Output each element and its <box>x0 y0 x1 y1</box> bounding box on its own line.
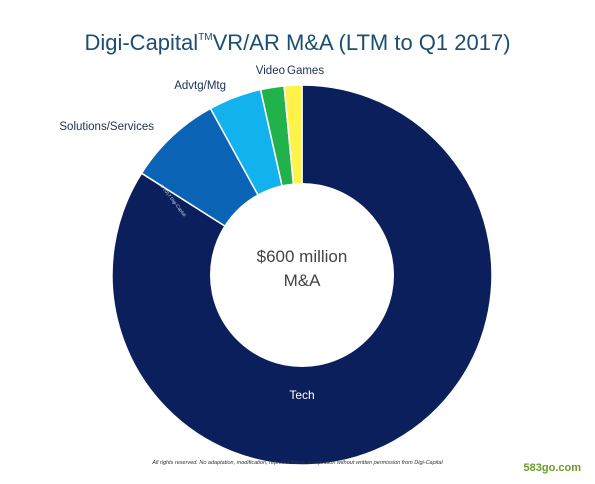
center-text-type: M&A <box>284 271 322 290</box>
footer-disclaimer: All rights reserved. No adaptation, modi… <box>152 460 443 466</box>
slice-label-tech: Tech <box>289 388 314 402</box>
donut-hole <box>210 183 394 367</box>
watermark: 583go.com <box>523 462 581 474</box>
slice-label-video: Video <box>256 65 285 77</box>
title-brand: Digi-Capital <box>84 30 199 55</box>
slice-label-games: Games <box>287 65 324 77</box>
slice-labels: Tech Solutions/Services Advtg/Mtg Video Game… <box>59 65 324 402</box>
center-text-amount: $600 million <box>257 247 348 266</box>
title-subtitle: VR/AR M&A (LTM to Q1 2017) <box>212 30 511 55</box>
chart-title: Digi-CapitalTMVR/AR M&A (LTM to Q1 2017) <box>0 30 595 56</box>
slice-label-advtg-mtg: Advtg/Mtg <box>174 80 226 92</box>
slice-label-solutions-services: Solutions/Services <box>59 121 154 133</box>
trademark-mark: TM <box>198 32 213 43</box>
